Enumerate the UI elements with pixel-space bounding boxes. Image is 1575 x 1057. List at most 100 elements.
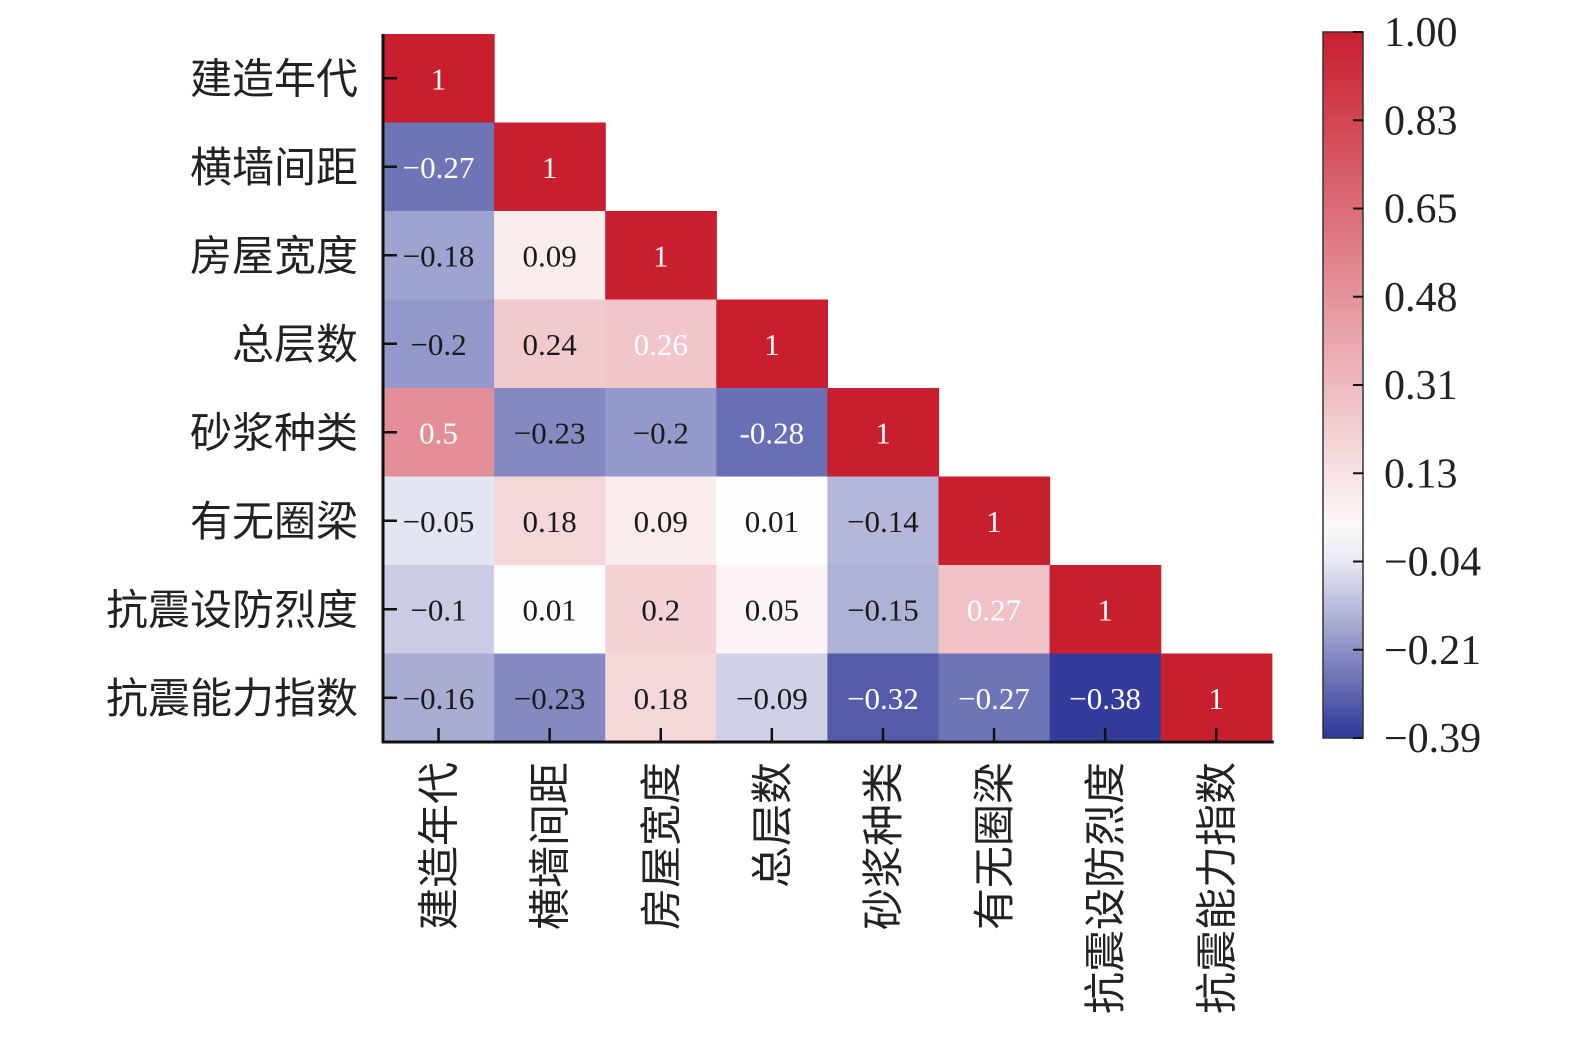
heatmap-cell xyxy=(938,565,1051,655)
heatmap-cell xyxy=(716,653,828,743)
cell-value-label: −0.2 xyxy=(633,415,689,450)
cell-value-label: 1 xyxy=(653,238,669,273)
cell-value-label: 0.18 xyxy=(523,504,577,539)
x-tick-label: 抗震设防烈度 xyxy=(1081,762,1130,1014)
x-tick-label: 抗震能力指数 xyxy=(1192,762,1241,1014)
colorbar-tick-label: 0.13 xyxy=(1384,451,1458,497)
heatmap-cell xyxy=(1160,653,1273,743)
heatmap-cell xyxy=(605,476,717,566)
x-tick-label: 有无圈梁 xyxy=(970,762,1019,930)
x-tick-label: 总层数 xyxy=(748,762,797,888)
cell-value-label: −0.18 xyxy=(403,238,475,273)
cell-value-label: −0.23 xyxy=(514,415,586,450)
cell-value-label: −0.27 xyxy=(958,681,1030,716)
heatmap-cell xyxy=(1049,653,1162,743)
cell-value-label: −0.14 xyxy=(847,504,919,539)
heatmap-cell xyxy=(605,211,717,301)
x-tick-label: 横墙间距 xyxy=(526,762,575,930)
heatmap-cell xyxy=(716,388,828,478)
y-tick-label: 抗震能力指数 xyxy=(106,674,358,723)
x-tick-label: 砂浆种类 xyxy=(859,762,908,930)
cell-value-label: 0.05 xyxy=(745,592,799,627)
cell-value-label: −0.1 xyxy=(410,592,466,627)
cell-value-label: 1 xyxy=(1097,592,1113,627)
heatmap-cell xyxy=(716,565,828,655)
x-axis-labels: 建造年代 横墙间距 房屋宽度 总层数 砂浆种类 有无圈梁 抗震设防烈度 抗震能力指数 xyxy=(415,762,1242,1014)
cell-value-label: 0.01 xyxy=(745,504,799,539)
colorbar-tick-label: 0.48 xyxy=(1384,275,1458,321)
heatmap-cell xyxy=(494,122,606,212)
y-tick-label: 砂浆种类 xyxy=(190,408,358,457)
cell-value-label: 0.09 xyxy=(634,504,688,539)
colorbar-tick-label: −0.39 xyxy=(1384,716,1481,762)
heatmap-cell xyxy=(494,653,606,743)
cell-value-label: 1 xyxy=(986,504,1002,539)
heatmap-cell xyxy=(494,476,606,566)
cell-value-label: 1 xyxy=(764,327,780,362)
heatmap-cell xyxy=(827,565,940,655)
cell-value-label: 0.26 xyxy=(634,327,688,362)
heatmap-cell xyxy=(827,653,940,743)
x-tick-label: 建造年代 xyxy=(415,762,464,930)
heatmap-cell xyxy=(383,299,495,389)
cell-value-label: 0.01 xyxy=(523,592,577,627)
y-tick-label: 横墙间距 xyxy=(190,143,358,192)
heatmap-cell xyxy=(494,299,606,389)
heatmap-cell xyxy=(1049,565,1162,655)
cell-value-label: 1 xyxy=(431,61,447,96)
cell-value-label: 0.5 xyxy=(419,415,458,450)
x-tick-label: 房屋宽度 xyxy=(637,762,686,930)
cell-value-label: −0.23 xyxy=(514,681,586,716)
cell-value-label: −0.38 xyxy=(1069,681,1141,716)
heatmap-cell xyxy=(383,565,495,655)
cell-value-label: −0.32 xyxy=(847,681,919,716)
colorbar-tick-label: 0.31 xyxy=(1384,363,1458,409)
y-tick-label: 建造年代 xyxy=(190,54,358,103)
heatmap-cell xyxy=(494,211,606,301)
heatmap-cell xyxy=(605,565,717,655)
heatmap-cell xyxy=(383,653,495,743)
heatmap-cell xyxy=(716,476,828,566)
heatmap-cell xyxy=(494,565,606,655)
colorbar: 1.00 0.83 0.65 0.48 0.31 0.13 −0.04 −0.21 −0.39 xyxy=(1322,10,1481,762)
cell-value-label: 0.24 xyxy=(523,327,578,362)
y-tick-label: 总层数 xyxy=(232,320,358,369)
heatmap-cell xyxy=(827,476,940,566)
heatmap-cell xyxy=(827,388,940,478)
cell-value-label: −0.27 xyxy=(403,150,475,185)
heatmap-cell xyxy=(938,476,1051,566)
cell-value-label: −0.05 xyxy=(403,504,475,539)
colorbar-tick-label: −0.21 xyxy=(1384,628,1481,674)
heatmap-cells: 1 −0.27 1 −0.18 0.09 1 −0.2 0.24 0.26 1 0.5 −0.23 −0… xyxy=(383,34,1273,743)
heatmap-cell xyxy=(494,388,606,478)
y-tick-label: 房屋宽度 xyxy=(190,231,358,280)
cell-value-label: −0.2 xyxy=(410,327,466,362)
cell-value-label: 0.09 xyxy=(523,238,577,273)
heatmap-cell xyxy=(383,122,495,212)
heatmap-cell xyxy=(605,388,717,478)
cell-value-label: 1 xyxy=(1209,681,1225,716)
y-tick-label: 有无圈梁 xyxy=(190,497,358,546)
heatmap-cell xyxy=(605,653,717,743)
heatmap-cell xyxy=(605,299,717,389)
heatmap-cell xyxy=(383,476,495,566)
y-tick-label: 抗震设防烈度 xyxy=(106,585,358,634)
cell-value-label: −0.09 xyxy=(736,681,808,716)
heatmap-axes xyxy=(381,34,1274,744)
cell-value-label: −0.15 xyxy=(847,592,919,627)
colorbar-tick-label: −0.04 xyxy=(1384,540,1481,586)
cell-value-label: -0.28 xyxy=(740,415,805,450)
cell-value-label: 1 xyxy=(875,415,891,450)
cell-value-label: 0.27 xyxy=(967,592,1021,627)
cell-value-label: −0.16 xyxy=(403,681,475,716)
cell-value-label: 0.2 xyxy=(641,592,680,627)
heatmap-cell xyxy=(716,299,828,389)
heatmap-cell xyxy=(938,653,1051,743)
heatmap-cell xyxy=(383,211,495,301)
heatmap-cell xyxy=(383,34,495,124)
colorbar-tick-label: 1.00 xyxy=(1384,10,1458,56)
heatmap-cell xyxy=(383,388,495,478)
colorbar-tick-label: 0.65 xyxy=(1384,187,1458,233)
